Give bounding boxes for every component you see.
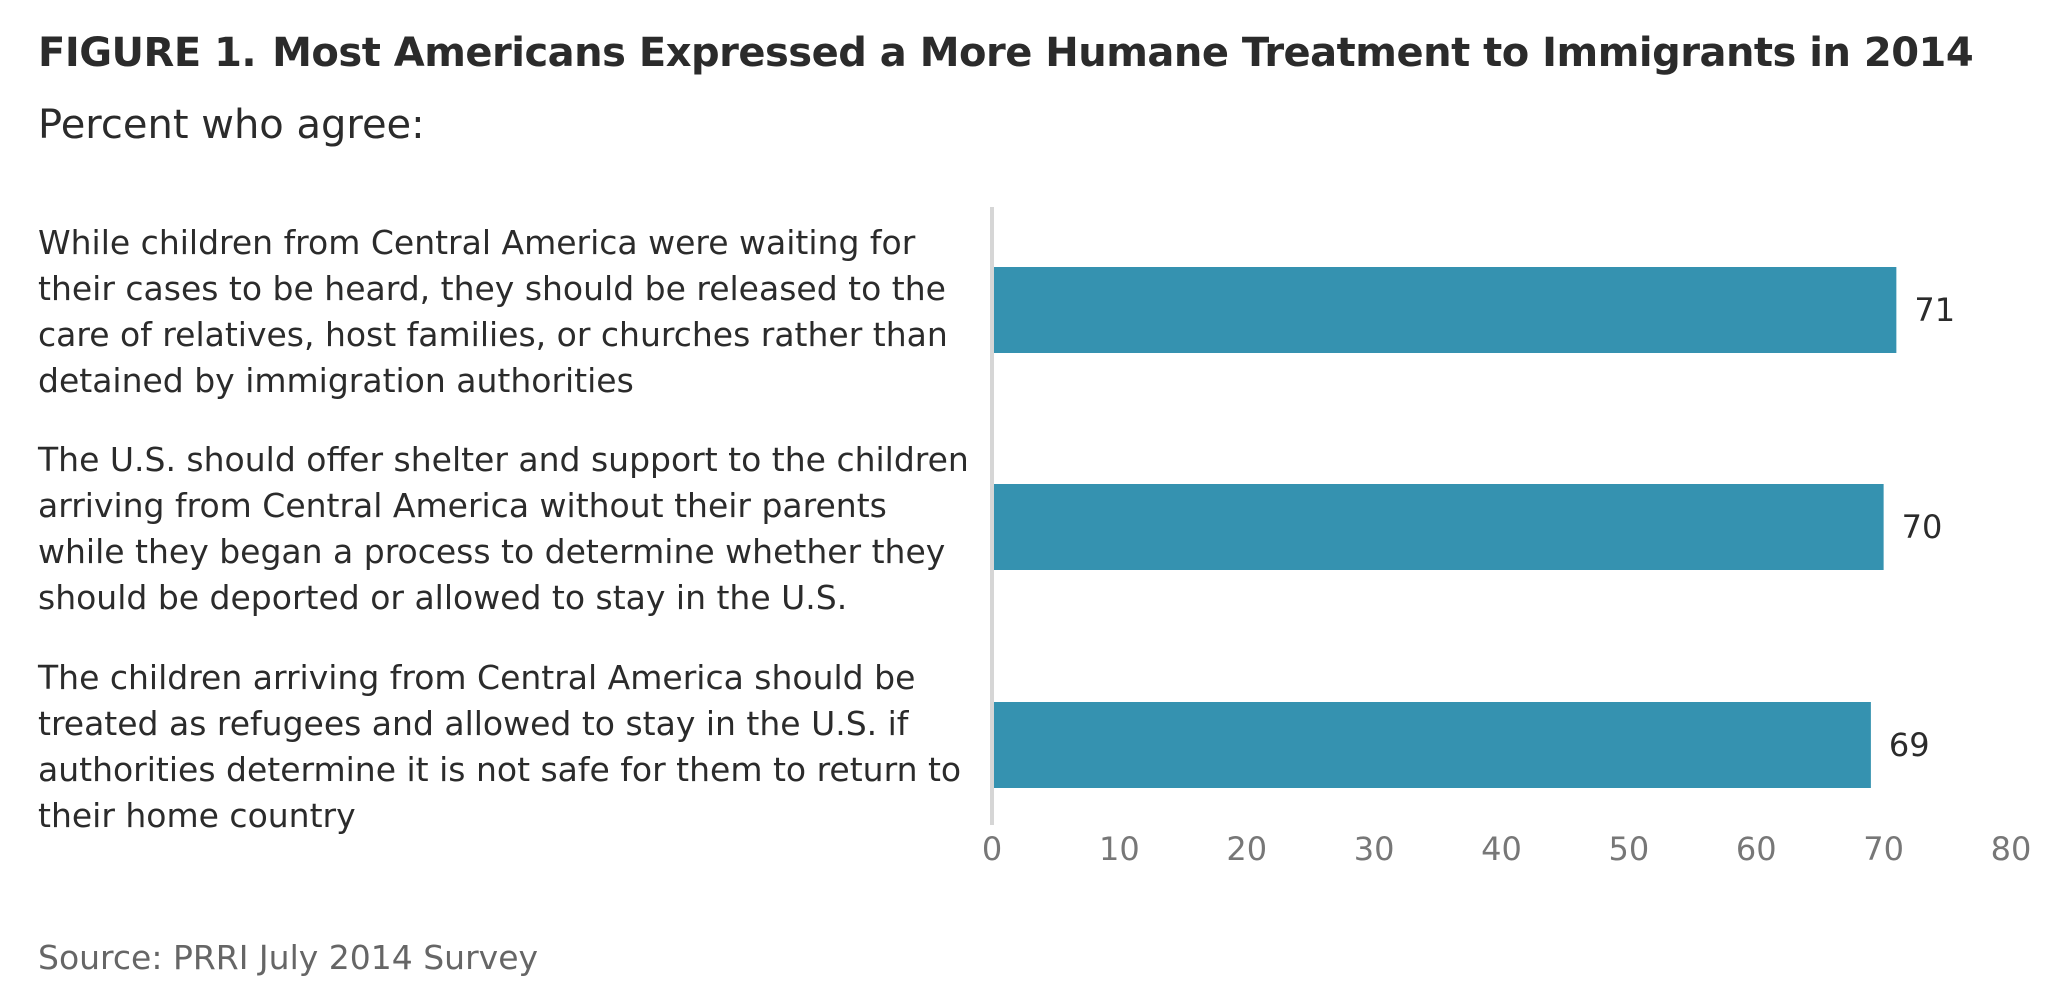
x-tick-label-60: 60 — [1736, 830, 1777, 868]
x-tick-label-80: 80 — [1991, 830, 2032, 868]
figure-title-text: Most Americans Expressed a More Humane T… — [272, 30, 1974, 76]
x-tick-label-50: 50 — [1609, 830, 1650, 868]
chart-subtitle: Percent who agree: — [38, 102, 425, 148]
x-tick-label-20: 20 — [1226, 830, 1267, 868]
x-tick-label-10: 10 — [1099, 830, 1140, 868]
value-label-1: 71 — [1914, 291, 1955, 329]
x-tick-label-40: 40 — [1481, 830, 1522, 868]
category-label-2: The U.S. should offer shelter and suppor… — [38, 440, 969, 617]
x-tick-label-70: 70 — [1863, 830, 1904, 868]
chart-title: FIGURE 1. Most Americans Expressed a More… — [38, 30, 1974, 76]
x-tick-label-0: 0 — [982, 830, 1002, 868]
source-note: Source: PRRI July 2014 Survey — [38, 938, 539, 977]
value-label-2: 70 — [1902, 508, 1943, 546]
x-tick-label-30: 30 — [1354, 830, 1395, 868]
bar-3 — [994, 702, 1871, 788]
bar-1 — [994, 267, 1897, 353]
category-label-3: The children arriving from Central Ameri… — [38, 658, 962, 835]
bar-2 — [994, 484, 1884, 570]
category-label-1: While children from Central America were… — [38, 223, 948, 400]
value-label-3: 69 — [1889, 726, 1930, 764]
figure-number: FIGURE 1. — [38, 30, 257, 76]
